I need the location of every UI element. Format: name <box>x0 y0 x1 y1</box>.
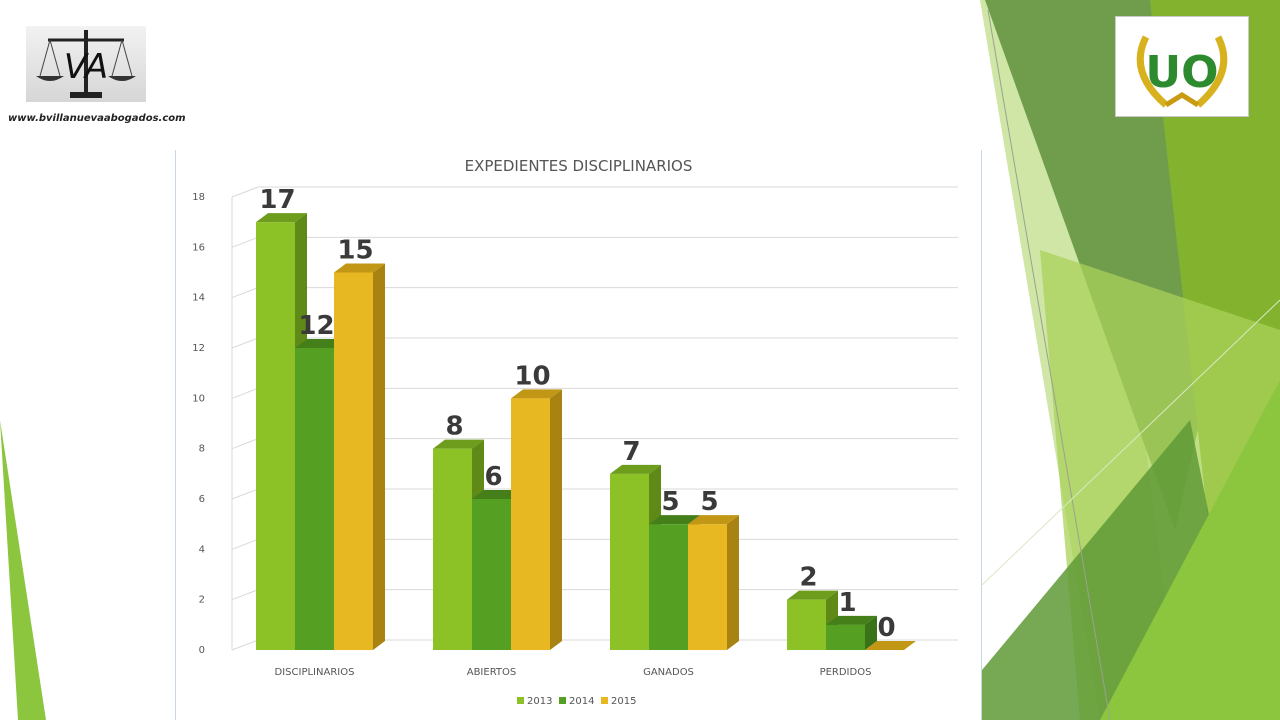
bar-top-2013 <box>787 590 838 600</box>
data-label: 2 <box>799 563 817 593</box>
data-label: 5 <box>700 487 718 517</box>
bar-top-2015 <box>865 641 916 650</box>
legend-swatch <box>559 697 566 704</box>
data-label: 17 <box>259 185 295 215</box>
thin-line <box>987 9 1111 720</box>
x-tick-label: PERDIDOS <box>820 667 872 678</box>
y-tick-label: 2 <box>199 595 205 606</box>
stripe-left <box>0 420 46 720</box>
bar-2014 <box>295 348 334 650</box>
bar-top-2013 <box>433 439 484 449</box>
university-logo: UO <box>1115 16 1249 117</box>
bar-top-2015 <box>334 263 385 273</box>
bar-2014 <box>826 624 865 650</box>
x-tick-label: ABIERTOS <box>467 667 517 678</box>
gridline-side <box>231 488 259 500</box>
legend-swatch <box>601 697 608 704</box>
bar-side-2015 <box>727 515 739 650</box>
data-label: 6 <box>484 462 502 492</box>
bar-2013 <box>433 448 472 650</box>
data-label: 1 <box>838 588 856 618</box>
chart-frame <box>175 150 982 720</box>
data-label: 8 <box>445 412 463 442</box>
chart-title: EXPEDIENTES DISCIPLINARIOS <box>464 157 693 175</box>
legend-label: 2015 <box>611 696 636 707</box>
y-tick-label: 8 <box>199 444 205 455</box>
bar-2015 <box>511 398 550 650</box>
data-label: 5 <box>661 487 679 517</box>
bar-top-2014 <box>472 490 523 499</box>
bar-top-2014 <box>826 615 877 625</box>
y-tick-label: 10 <box>192 393 205 404</box>
svg-text:UO: UO <box>1145 47 1218 98</box>
data-label: 12 <box>298 311 334 341</box>
x-tick-label: GANADOS <box>643 667 694 678</box>
y-tick-label: 0 <box>199 645 205 656</box>
website-url: www.bvillanuevaabogados.com <box>8 113 186 124</box>
gridline-side <box>231 337 259 349</box>
bar-2013 <box>610 473 649 650</box>
gridline-side <box>231 287 259 299</box>
bar-top-2013 <box>610 464 661 474</box>
legend-label: 2014 <box>569 696 594 707</box>
x-tick-label: DISCIPLINARIOS <box>275 667 355 678</box>
y-tick-label: 6 <box>199 494 205 505</box>
y-tick-label: 12 <box>192 343 205 354</box>
legend-swatch <box>517 697 524 704</box>
gridline-side <box>231 438 259 450</box>
bar-2013 <box>256 222 295 650</box>
bar-top-2014 <box>295 339 346 348</box>
bar-2015 <box>334 272 373 650</box>
laurel-wreath-icon: UO <box>1136 35 1228 108</box>
data-label: 0 <box>877 613 895 643</box>
y-tick-label: 18 <box>192 192 205 203</box>
data-label: 10 <box>514 361 550 391</box>
bar-top-2013 <box>256 213 307 223</box>
gridline-side <box>231 589 259 601</box>
y-tick-label: 16 <box>192 242 205 253</box>
bar-top-2015 <box>688 515 739 525</box>
data-label: 7 <box>622 437 640 467</box>
gridline-side <box>231 639 259 651</box>
bar-2015 <box>688 524 727 650</box>
bar-side-2015 <box>550 389 562 650</box>
y-tick-label: 4 <box>199 544 205 555</box>
svg-text:VA: VA <box>64 47 108 87</box>
lawfirm-logo: VA <box>26 26 146 102</box>
data-label: 15 <box>337 236 373 266</box>
gridline-side <box>231 186 259 198</box>
stripe-corner <box>1100 380 1280 720</box>
bar-top-2014 <box>649 515 700 525</box>
bar-side-2015 <box>373 263 385 650</box>
thin-line <box>981 299 1280 586</box>
bar-2013 <box>787 599 826 650</box>
bar-2014 <box>649 524 688 650</box>
y-tick-label: 14 <box>192 293 205 304</box>
scales-of-justice-icon: VA <box>36 30 136 98</box>
gridline-side <box>231 236 259 248</box>
bar-side-2014 <box>865 615 877 650</box>
gridline-side <box>231 387 259 399</box>
bar-2014 <box>472 499 511 650</box>
legend-label: 2013 <box>527 696 552 707</box>
bar-top-2015 <box>511 389 562 399</box>
gridline-side <box>231 538 259 550</box>
